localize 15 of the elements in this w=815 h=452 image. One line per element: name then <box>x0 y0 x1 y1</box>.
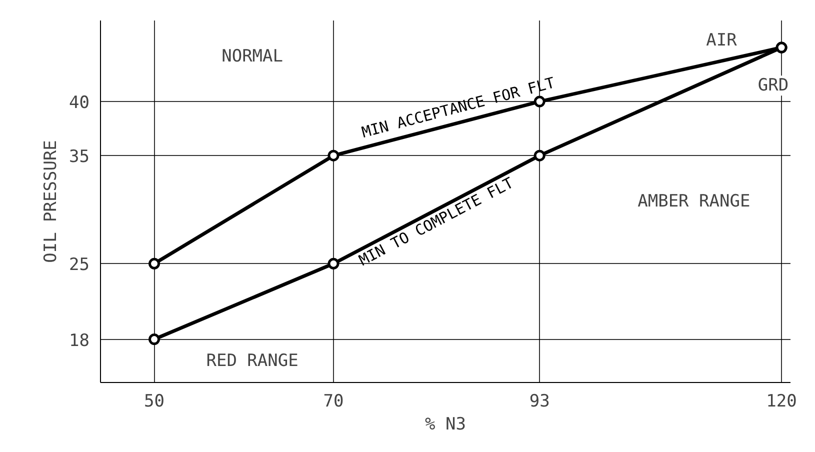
annotation: NORMAL <box>222 46 284 67</box>
y-tick-label: 40 <box>69 93 90 114</box>
x-tick-label: 120 <box>766 392 797 412</box>
annotation: GRD <box>758 76 789 96</box>
x-axis-title: % N3 <box>425 414 466 434</box>
y-tick-label: 25 <box>69 255 90 276</box>
x-tick-label: 50 <box>144 392 165 412</box>
x-tick-label: 93 <box>529 392 550 412</box>
annotation: AIR <box>706 30 738 50</box>
annotation: AMBER RANGE <box>638 192 750 212</box>
y-tick-label: 18 <box>69 330 90 351</box>
y-axis-title: OIL PRESSURE <box>41 140 62 263</box>
y-tick-label: 35 <box>69 147 90 168</box>
x-tick-label: 70 <box>323 392 344 412</box>
annotation: RED RANGE <box>206 350 298 371</box>
